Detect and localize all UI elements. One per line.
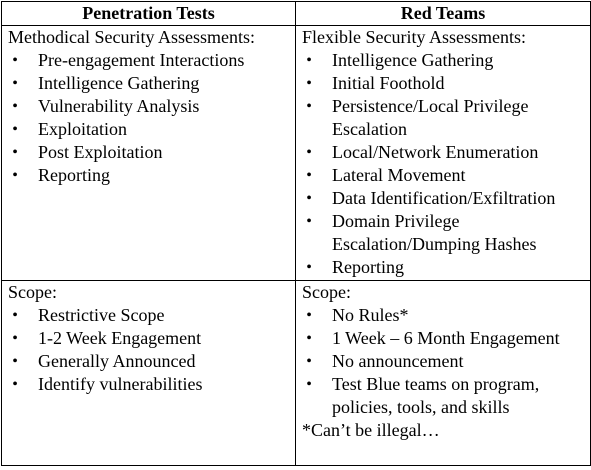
bullet-icon: • (12, 330, 18, 347)
bullet-icon: • (12, 307, 18, 324)
list-item: • Persistence/Local Privilege Escalation (302, 95, 586, 141)
list-item-text: Data Identification/Exfiltration (332, 188, 556, 208)
header-red-teams: Red Teams (295, 1, 591, 26)
list-item: • Initial Foothold (302, 72, 586, 95)
bullet-icon: • (306, 98, 312, 115)
list-item: • 1 Week – 6 Month Engagement (302, 327, 586, 350)
list-item-text: Initial Foothold (332, 73, 445, 93)
bullet-icon: • (306, 75, 312, 92)
list-item: • Restrictive Scope (8, 304, 291, 327)
list-item: • Intelligence Gathering (8, 72, 291, 95)
list-item: • Local/Network Enumeration (302, 141, 586, 164)
bullet-icon: • (306, 213, 312, 230)
list-item: • Generally Announced (8, 350, 291, 373)
cell-heading: Flexible Security Assessments: (302, 27, 526, 47)
bullet-icon: • (12, 167, 18, 184)
list-item-text: Post Exploitation (38, 142, 163, 162)
bullet-list: • Pre-engagement Interactions • Intelligenc… (8, 49, 291, 187)
bullet-icon: • (306, 190, 312, 207)
bullet-list: • Restrictive Scope • 1-2 Week Engagement • G… (8, 304, 291, 396)
list-item: • Intelligence Gathering (302, 49, 586, 72)
bullet-icon: • (12, 98, 18, 115)
list-item-text: Exploitation (38, 119, 127, 139)
list-item-text: 1 Week – 6 Month Engagement (332, 328, 560, 348)
list-item: • Exploitation (8, 118, 291, 141)
bullet-icon: • (12, 144, 18, 161)
bullet-icon: • (12, 121, 18, 138)
cell-heading: Scope: (8, 282, 57, 302)
cell-heading: Scope: (302, 282, 351, 302)
bullet-icon: • (12, 353, 18, 370)
bullet-list: • Intelligence Gathering • Initial Foothold… (302, 49, 586, 279)
list-item-text: Generally Announced (38, 351, 196, 371)
bullet-icon: • (306, 259, 312, 276)
bullet-icon: • (306, 52, 312, 69)
bullet-icon: • (306, 376, 312, 393)
bullet-icon: • (306, 353, 312, 370)
list-item-text: Intelligence Gathering (332, 50, 494, 70)
list-item-text: Domain Privilege Escalation/Dumping Hash… (332, 211, 537, 254)
bullet-icon: • (12, 376, 18, 393)
list-item: • Pre-engagement Interactions (8, 49, 291, 72)
list-item-text: Reporting (38, 165, 110, 185)
bullet-icon: • (306, 167, 312, 184)
header-row: Penetration Tests Red Teams (1, 1, 591, 26)
list-item: • 1-2 Week Engagement (8, 327, 291, 350)
list-item: • No announcement (302, 350, 586, 373)
list-item: • Identify vulnerabilities (8, 373, 291, 396)
list-item: • Post Exploitation (8, 141, 291, 164)
footnote: *Can’t be illegal… (302, 420, 440, 440)
list-item: • Reporting (8, 164, 291, 187)
list-item-text: No Rules* (332, 305, 409, 325)
list-item-text: Reporting (332, 257, 404, 277)
list-item-text: Lateral Movement (332, 165, 466, 185)
list-item: • Vulnerability Analysis (8, 95, 291, 118)
list-item-text: Persistence/Local Privilege Escalation (332, 96, 529, 139)
cell-heading: Methodical Security Assessments: (8, 27, 255, 47)
scope-row: Scope: • Restrictive Scope • 1-2 Week Engag… (1, 280, 591, 466)
bullet-icon: • (12, 52, 18, 69)
list-item-text: 1-2 Week Engagement (38, 328, 202, 348)
list-item-text: Vulnerability Analysis (38, 96, 200, 116)
bullet-icon: • (306, 144, 312, 161)
redteam-assessments-cell: Flexible Security Assessments: • Intellig… (295, 25, 591, 281)
assessments-row: Methodical Security Assessments: • Pre-en… (1, 25, 591, 281)
list-item: • Lateral Movement (302, 164, 586, 187)
list-item-text: Intelligence Gathering (38, 73, 200, 93)
pentest-scope-cell: Scope: • Restrictive Scope • 1-2 Week Engag… (1, 280, 296, 466)
list-item: • No Rules* (302, 304, 586, 327)
list-item-text: Restrictive Scope (38, 305, 165, 325)
header-penetration-tests: Penetration Tests (1, 1, 296, 26)
pentest-assessments-cell: Methodical Security Assessments: • Pre-en… (1, 25, 296, 281)
bullet-icon: • (306, 307, 312, 324)
list-item: • Domain Privilege Escalation/Dumping Has… (302, 210, 586, 256)
list-item-text: Pre-engagement Interactions (38, 50, 245, 70)
list-item-text: No announcement (332, 351, 464, 371)
bullet-list: • No Rules* • 1 Week – 6 Month Engagement • N… (302, 304, 586, 419)
redteam-scope-cell: Scope: • No Rules* • 1 Week – 6 Month Engag… (295, 280, 591, 466)
list-item: • Reporting (302, 256, 586, 279)
list-item: • Data Identification/Exfiltration (302, 187, 586, 210)
list-item-text: Local/Network Enumeration (332, 142, 539, 162)
bullet-icon: • (12, 75, 18, 92)
list-item: • Test Blue teams on program, policies, t… (302, 373, 586, 419)
list-item-text: Test Blue teams on program, policies, to… (332, 374, 540, 417)
bullet-icon: • (306, 330, 312, 347)
list-item-text: Identify vulnerabilities (38, 374, 203, 394)
